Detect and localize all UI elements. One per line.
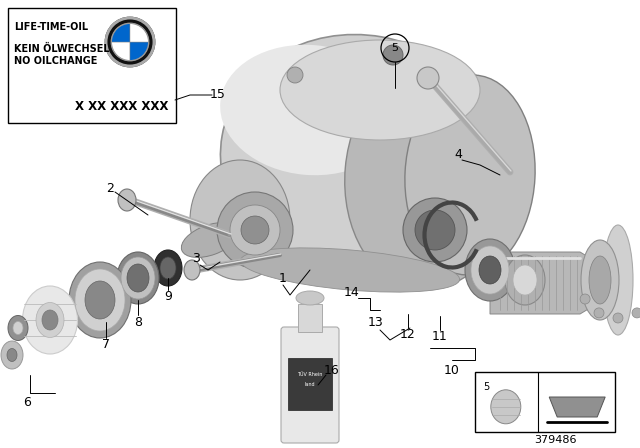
Ellipse shape <box>479 256 501 284</box>
Text: LIFE-TIME-OIL: LIFE-TIME-OIL <box>14 22 88 32</box>
Ellipse shape <box>13 322 23 335</box>
Ellipse shape <box>465 239 515 301</box>
Circle shape <box>403 198 467 262</box>
Ellipse shape <box>280 40 480 140</box>
Wedge shape <box>111 42 130 61</box>
Ellipse shape <box>405 75 535 275</box>
Text: 8: 8 <box>134 315 142 328</box>
Ellipse shape <box>127 264 149 292</box>
Ellipse shape <box>22 286 77 354</box>
Ellipse shape <box>184 260 200 280</box>
Circle shape <box>580 294 590 304</box>
Wedge shape <box>111 23 130 42</box>
Text: TÜV Rhein: TÜV Rhein <box>298 371 323 376</box>
Ellipse shape <box>505 255 545 305</box>
Wedge shape <box>130 42 148 61</box>
Text: 5: 5 <box>483 382 489 392</box>
Circle shape <box>613 313 623 323</box>
Circle shape <box>417 67 439 89</box>
Ellipse shape <box>69 262 131 338</box>
Ellipse shape <box>8 315 28 340</box>
Polygon shape <box>549 397 605 417</box>
Text: 1: 1 <box>279 271 287 284</box>
Ellipse shape <box>241 248 460 292</box>
Ellipse shape <box>121 257 155 299</box>
Ellipse shape <box>160 257 176 279</box>
Text: land: land <box>305 382 316 387</box>
Bar <box>288 358 332 410</box>
Ellipse shape <box>220 34 500 285</box>
FancyBboxPatch shape <box>281 327 339 443</box>
Ellipse shape <box>220 45 400 175</box>
Ellipse shape <box>1 341 23 369</box>
Bar <box>8 8 176 123</box>
Circle shape <box>217 192 293 268</box>
Ellipse shape <box>75 269 125 331</box>
Text: 10: 10 <box>444 363 460 376</box>
Text: 5: 5 <box>392 43 399 53</box>
Ellipse shape <box>603 225 633 335</box>
Ellipse shape <box>117 252 159 304</box>
Text: 2: 2 <box>106 181 114 194</box>
Ellipse shape <box>154 250 182 286</box>
Text: X XX XXX XXX: X XX XXX XXX <box>75 100 168 113</box>
Ellipse shape <box>513 265 537 295</box>
Ellipse shape <box>42 310 58 330</box>
Text: 12: 12 <box>400 328 416 341</box>
Circle shape <box>415 210 455 250</box>
Ellipse shape <box>581 240 619 320</box>
Ellipse shape <box>190 160 290 280</box>
Ellipse shape <box>36 302 64 337</box>
Ellipse shape <box>491 390 521 424</box>
Circle shape <box>632 308 640 318</box>
Ellipse shape <box>345 60 515 290</box>
Text: 13: 13 <box>368 316 384 329</box>
Text: 11: 11 <box>432 329 448 343</box>
Text: 4: 4 <box>454 147 462 160</box>
Text: 14: 14 <box>344 285 360 298</box>
Ellipse shape <box>296 291 324 305</box>
Text: 15: 15 <box>210 89 226 102</box>
Text: KEIN ÖLWECHSEL: KEIN ÖLWECHSEL <box>14 44 109 54</box>
Ellipse shape <box>471 246 509 294</box>
Wedge shape <box>130 23 148 42</box>
Circle shape <box>383 45 403 65</box>
Bar <box>475 372 615 432</box>
Circle shape <box>230 205 280 255</box>
Text: 16: 16 <box>324 365 340 378</box>
Text: 379486: 379486 <box>534 435 576 445</box>
Circle shape <box>594 308 604 318</box>
Ellipse shape <box>7 349 17 362</box>
Text: 9: 9 <box>164 289 172 302</box>
Ellipse shape <box>118 189 136 211</box>
Text: 7: 7 <box>102 337 110 350</box>
Text: 6: 6 <box>23 396 31 409</box>
Polygon shape <box>490 252 590 314</box>
Text: 3: 3 <box>192 251 200 264</box>
Ellipse shape <box>589 256 611 304</box>
Text: NO OILCHANGE: NO OILCHANGE <box>14 56 97 66</box>
Circle shape <box>106 18 154 66</box>
Ellipse shape <box>85 281 115 319</box>
Circle shape <box>287 67 303 83</box>
Ellipse shape <box>181 223 239 258</box>
Bar <box>298 304 322 332</box>
Circle shape <box>241 216 269 244</box>
